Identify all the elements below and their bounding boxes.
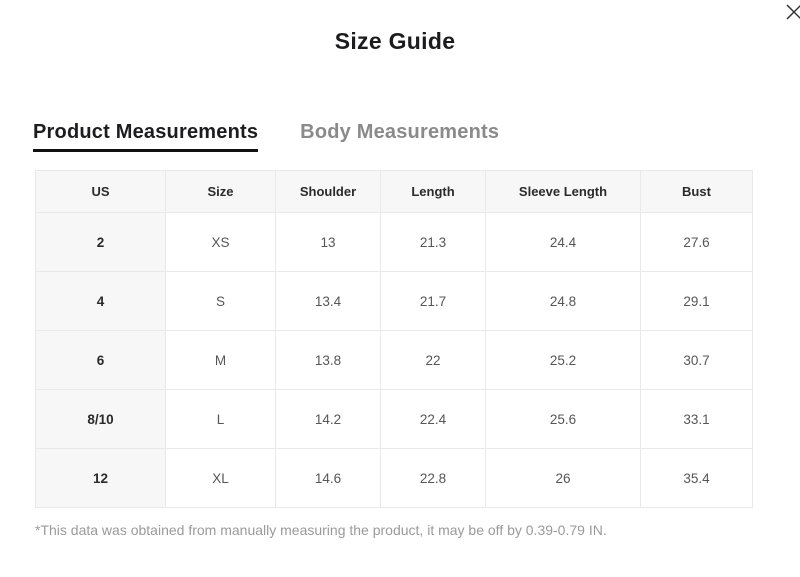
header-sleeve-length: Sleeve Length (485, 170, 641, 213)
cell-bust: 27.6 (640, 212, 753, 272)
cell-sleeve-length: 24.8 (485, 271, 641, 331)
cell-us: 2 (35, 212, 166, 272)
cell-shoulder: 13.4 (275, 271, 381, 331)
cell-bust: 33.1 (640, 389, 753, 449)
cell-bust: 29.1 (640, 271, 753, 331)
table-row: 2 XS 13 21.3 24.4 27.6 (35, 212, 753, 272)
page-title: Size Guide (334, 28, 456, 54)
cell-sleeve-length: 25.2 (485, 330, 641, 390)
table-row: 6 M 13.8 22 25.2 30.7 (35, 330, 753, 390)
cell-shoulder: 14.2 (275, 389, 381, 449)
header-size: Size (165, 170, 276, 213)
cell-sleeve-length: 26 (485, 448, 641, 508)
table-row: 4 S 13.4 21.7 24.8 29.1 (35, 271, 753, 331)
header-shoulder: Shoulder (275, 170, 381, 213)
cell-size: XS (165, 212, 276, 272)
cell-bust: 30.7 (640, 330, 753, 390)
cell-size: S (165, 271, 276, 331)
cell-shoulder: 13 (275, 212, 381, 272)
cell-size: L (165, 389, 276, 449)
close-button[interactable] (785, 3, 800, 21)
cell-us: 8/10 (35, 389, 166, 449)
cell-length: 21.7 (380, 271, 486, 331)
measurement-disclaimer: *This data was obtained from manually me… (35, 522, 607, 538)
cell-us: 4 (35, 271, 166, 331)
cell-shoulder: 14.6 (275, 448, 381, 508)
cell-bust: 35.4 (640, 448, 753, 508)
table-header-row: US Size Shoulder Length Sleeve Length Bu… (35, 170, 753, 213)
cell-length: 22.4 (380, 389, 486, 449)
header-us: US (35, 170, 166, 213)
table-row: 12 XL 14.6 22.8 26 35.4 (35, 448, 753, 508)
cell-shoulder: 13.8 (275, 330, 381, 390)
measurement-tabs: Product Measurements Body Measurements (33, 121, 499, 152)
tab-body-measurements[interactable]: Body Measurements (300, 121, 499, 152)
tab-product-measurements[interactable]: Product Measurements (33, 121, 259, 152)
cell-sleeve-length: 25.6 (485, 389, 641, 449)
cell-length: 21.3 (380, 212, 486, 272)
close-icon (785, 4, 800, 24)
cell-length: 22.8 (380, 448, 486, 508)
cell-us: 6 (35, 330, 166, 390)
header-length: Length (380, 170, 486, 213)
cell-sleeve-length: 24.4 (485, 212, 641, 272)
header-bust: Bust (640, 170, 753, 213)
cell-length: 22 (380, 330, 486, 390)
size-table: US Size Shoulder Length Sleeve Length Bu… (35, 170, 753, 508)
cell-us: 12 (35, 448, 166, 508)
cell-size: M (165, 330, 276, 390)
cell-size: XL (165, 448, 276, 508)
table-row: 8/10 L 14.2 22.4 25.6 33.1 (35, 389, 753, 449)
